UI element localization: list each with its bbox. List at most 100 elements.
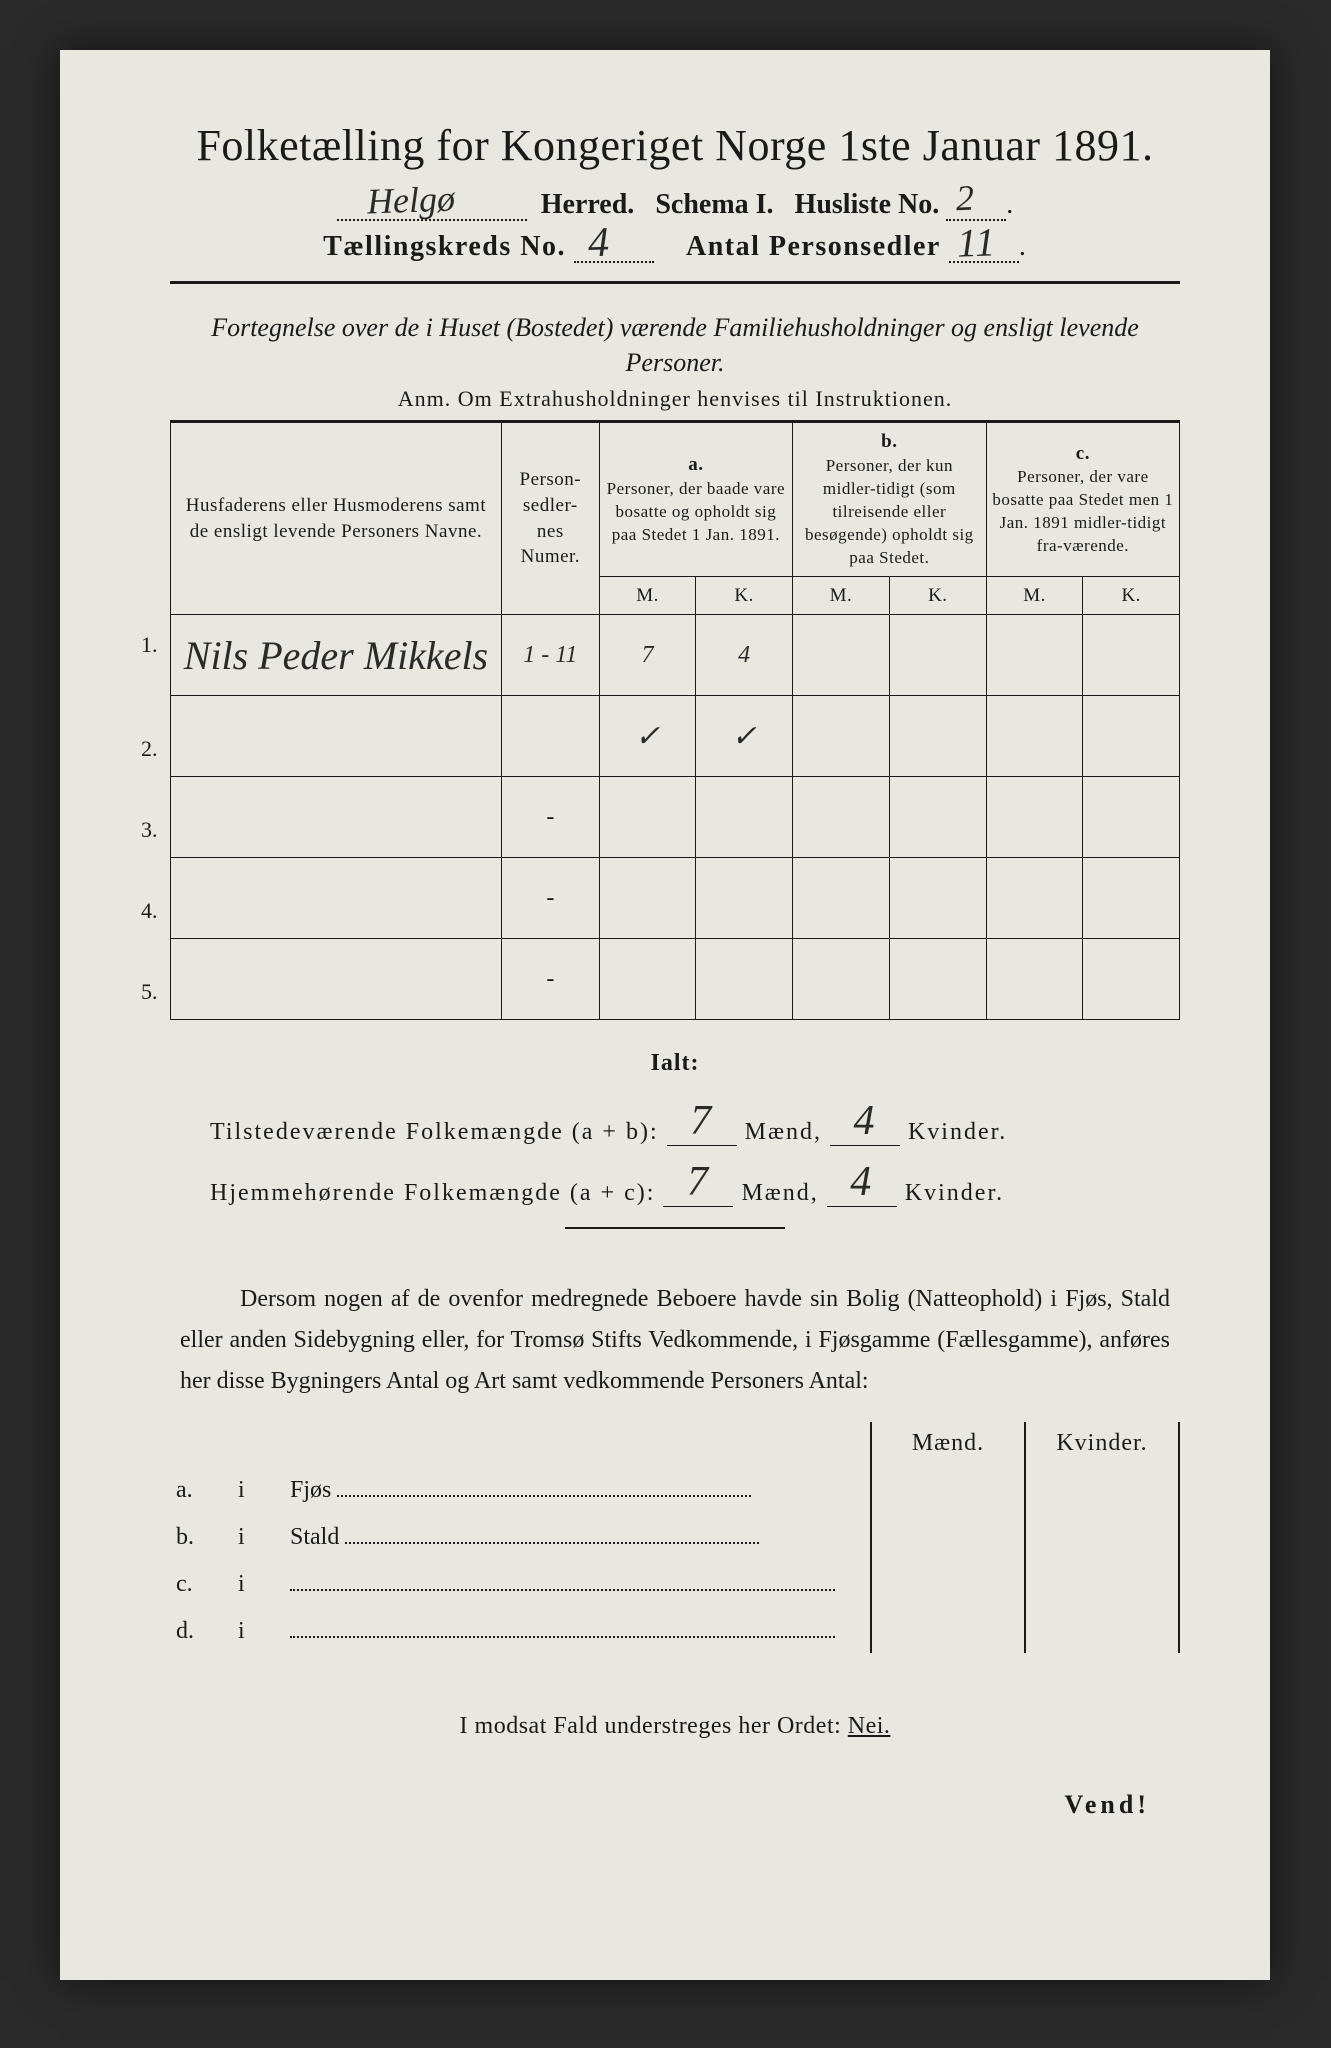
husliste-label: Husliste No. bbox=[795, 189, 940, 220]
bottom-label-cell: Stald bbox=[284, 1512, 871, 1559]
th-b-m: M. bbox=[792, 576, 889, 615]
cell-a-k: 4 bbox=[696, 615, 793, 696]
cell-num bbox=[501, 696, 599, 777]
herred-field: Helgø bbox=[337, 191, 527, 221]
main-table: Husfaderens eller Husmoderens samt de en… bbox=[170, 422, 1180, 1020]
cell-a-m: ✓ bbox=[599, 696, 696, 777]
sum1-label: Tilstedeværende Folkemængde (a + b): bbox=[210, 1119, 659, 1145]
th-names-text: Husfaderens eller Husmoderens samt de en… bbox=[186, 495, 486, 542]
row-number: 2. bbox=[141, 736, 158, 762]
cell-c-k bbox=[1083, 615, 1180, 696]
cell-name: 4. bbox=[171, 858, 502, 939]
table-row: 4. - bbox=[171, 858, 1180, 939]
bottom-label-cell bbox=[284, 1559, 871, 1606]
cell-b-k bbox=[889, 615, 986, 696]
maend-label: Mænd, bbox=[745, 1119, 822, 1145]
antal-label: Antal Personsedler bbox=[686, 231, 941, 262]
nei-pre: I modsat Fald understreges her Ordet: bbox=[460, 1713, 842, 1739]
cell-b-m bbox=[792, 858, 889, 939]
bottom-label-cell bbox=[284, 1606, 871, 1653]
th-col-b: b. Personer, der kun midler-tidigt (som … bbox=[792, 423, 986, 576]
cell-b-m bbox=[792, 777, 889, 858]
row-number: 3. bbox=[141, 817, 158, 843]
cell-b-m bbox=[792, 696, 889, 777]
th-a-m: M. bbox=[599, 576, 696, 615]
table-row: 3. - bbox=[171, 777, 1180, 858]
cell-b-m bbox=[792, 615, 889, 696]
row-name-hand: Nils Peder Mikkels bbox=[184, 633, 488, 678]
cell-a-k bbox=[696, 858, 793, 939]
th-numer-text: Person- sedler- nes Numer. bbox=[520, 469, 582, 567]
bottom-table: Mænd. Kvinder. a. i Fjøs b. i Stald c. bbox=[170, 1422, 1180, 1653]
cell-b-k bbox=[889, 858, 986, 939]
bottom-m bbox=[871, 1465, 1025, 1512]
sum-line-1: Tilstedeværende Folkemængde (a + b): 7 M… bbox=[210, 1097, 1180, 1146]
sum2-m-hand: 7 bbox=[687, 1159, 710, 1205]
cell-b-m bbox=[792, 939, 889, 1020]
th-c-letter: c. bbox=[991, 441, 1175, 467]
row-number: 4. bbox=[141, 898, 158, 924]
sum1-k-hand: 4 bbox=[853, 1098, 876, 1144]
cell-c-m bbox=[986, 777, 1083, 858]
bottom-m bbox=[871, 1512, 1025, 1559]
bottom-row: d. i bbox=[170, 1606, 1179, 1653]
cell-a-m bbox=[599, 939, 696, 1020]
bottom-m bbox=[871, 1559, 1025, 1606]
bottom-i: i bbox=[232, 1606, 284, 1653]
sum-line-2: Hjemmehørende Folkemængde (a + c): 7 Mæn… bbox=[210, 1158, 1180, 1207]
sum1-k-field: 4 bbox=[830, 1097, 900, 1146]
bottom-a: c. bbox=[170, 1559, 232, 1606]
bottom-i: i bbox=[232, 1512, 284, 1559]
kvinder-label-2: Kvinder. bbox=[905, 1180, 1004, 1206]
th-a-text: Personer, der baade vare bosatte og opho… bbox=[604, 478, 788, 547]
th-maend: Mænd. bbox=[871, 1422, 1025, 1465]
bottom-i: i bbox=[232, 1559, 284, 1606]
cell-a-k bbox=[696, 939, 793, 1020]
sum2-k-field: 4 bbox=[827, 1158, 897, 1207]
cell-name: 1. Nils Peder Mikkels bbox=[171, 615, 502, 696]
herred-label: Herred. bbox=[541, 189, 635, 220]
cell-c-k bbox=[1083, 939, 1180, 1020]
cell-name: 2. bbox=[171, 696, 502, 777]
th-b-k: K. bbox=[889, 576, 986, 615]
cell-num: - bbox=[501, 939, 599, 1020]
nei-word: Nei. bbox=[848, 1713, 891, 1739]
bottom-a: a. bbox=[170, 1465, 232, 1512]
husliste-handwritten: 2 bbox=[956, 177, 975, 220]
bottom-row: b. i Stald bbox=[170, 1512, 1179, 1559]
cell-name: 5. bbox=[171, 939, 502, 1020]
bottom-i: i bbox=[232, 1465, 284, 1512]
cell-a-m bbox=[599, 858, 696, 939]
th-numer: Person- sedler- nes Numer. bbox=[501, 423, 599, 615]
nei-line: I modsat Fald understreges her Ordet: Ne… bbox=[170, 1713, 1180, 1740]
dots bbox=[345, 1520, 758, 1544]
bottom-row: c. i bbox=[170, 1559, 1179, 1606]
rule-short bbox=[565, 1227, 785, 1229]
cell-c-m bbox=[986, 939, 1083, 1020]
bottom-k bbox=[1025, 1606, 1179, 1653]
bottom-a: b. bbox=[170, 1512, 232, 1559]
ialt-label: Ialt: bbox=[170, 1050, 1180, 1077]
paragraph-text: Dersom nogen af de ovenfor medregnede Be… bbox=[180, 1286, 1170, 1394]
row-number: 1. bbox=[141, 632, 158, 658]
bottom-label-cell: Fjøs bbox=[284, 1465, 871, 1512]
sum1-m-hand: 7 bbox=[690, 1098, 713, 1144]
anm-note: Anm. Om Extrahusholdninger henvises til … bbox=[170, 386, 1180, 412]
kreds-label: Tællingskreds No. bbox=[323, 231, 566, 262]
th-b-letter: b. bbox=[797, 429, 982, 455]
cell-c-k bbox=[1083, 696, 1180, 777]
cell-c-k bbox=[1083, 858, 1180, 939]
cell-num: - bbox=[501, 777, 599, 858]
th-c-text: Personer, der vare bosatte paa Stedet me… bbox=[991, 466, 1175, 558]
bottom-k bbox=[1025, 1512, 1179, 1559]
sum1-m-field: 7 bbox=[667, 1097, 737, 1146]
cell-a-m bbox=[599, 777, 696, 858]
th-col-a: a. Personer, der baade vare bosatte og o… bbox=[599, 423, 792, 576]
cell-name: 3. bbox=[171, 777, 502, 858]
th-b-text: Personer, der kun midler-tidigt (som til… bbox=[797, 455, 982, 570]
schema-label: Schema I. bbox=[655, 189, 773, 220]
bottom-row: a. i Fjøs bbox=[170, 1465, 1179, 1512]
cell-c-m bbox=[986, 615, 1083, 696]
dots bbox=[290, 1567, 835, 1591]
th-a-letter: a. bbox=[604, 452, 788, 478]
